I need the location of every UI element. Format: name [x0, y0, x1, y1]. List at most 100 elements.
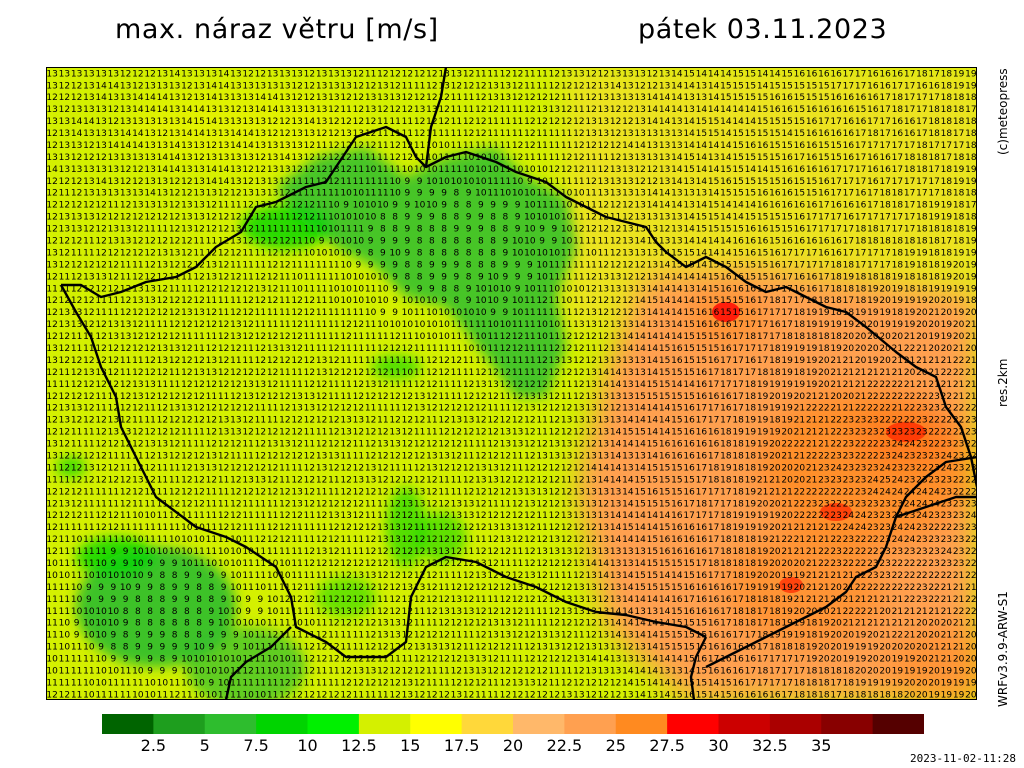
grid-value: 12	[463, 380, 474, 390]
grid-value: 12	[255, 368, 266, 378]
grid-value: 14	[634, 404, 646, 414]
grid-value: 9	[356, 260, 362, 270]
grid-value: 20	[953, 320, 965, 330]
grid-value: 19	[781, 356, 793, 366]
grid-value: 12	[512, 475, 523, 485]
grid-value: 12	[524, 440, 535, 450]
grid-value: 10	[353, 237, 365, 247]
grid-value: 23	[928, 511, 939, 521]
grid-value: 14	[708, 93, 720, 103]
grid-value: 8	[392, 213, 398, 223]
grid-value: 11	[291, 249, 302, 259]
grid-value: 9	[184, 571, 190, 581]
grid-value: 12	[157, 284, 168, 294]
grid-value: 17	[916, 105, 927, 115]
grid-value: 17	[892, 213, 903, 223]
grid-value: 19	[757, 452, 769, 462]
grid-value: 12	[573, 392, 584, 402]
grid-value: 18	[843, 690, 855, 700]
grid-value: 16	[769, 272, 781, 282]
grid-value: 23	[941, 559, 952, 569]
grid-value: 12	[144, 463, 155, 473]
grid-value: 13	[708, 153, 719, 163]
grid-value: 13	[157, 117, 168, 127]
grid-value: 11	[353, 153, 364, 163]
grid-value: 15	[757, 249, 768, 259]
grid-value: 12	[353, 141, 364, 151]
grid-value: 21	[928, 356, 939, 366]
grid-value: 12	[279, 129, 290, 139]
grid-value: 12	[475, 643, 486, 653]
grid-value: 12	[573, 165, 584, 175]
grid-value: 12	[279, 404, 290, 414]
grid-value: 13	[598, 117, 609, 127]
grid-value: 12	[536, 440, 547, 450]
grid-value: 22	[843, 607, 854, 617]
grid-value: 12	[365, 452, 376, 462]
grid-value: 12	[316, 129, 327, 139]
grid-value: 12	[561, 631, 572, 641]
grid-value: 18	[830, 272, 842, 282]
grid-value: 11	[83, 440, 94, 450]
grid-value: 11	[291, 237, 302, 247]
grid-value: 12	[242, 165, 253, 175]
grid-value: 12	[451, 463, 462, 473]
grid-value: 8	[209, 595, 215, 605]
grid-value: 13	[585, 452, 596, 462]
grid-value: 12	[402, 93, 413, 103]
grid-value: 12	[304, 547, 315, 557]
grid-value: 10	[242, 643, 254, 653]
grid-value: 12	[108, 260, 119, 270]
grid-value: 11	[487, 141, 498, 151]
grid-value: 12	[181, 368, 192, 378]
grid-value: 16	[671, 452, 683, 462]
grid-value: 13	[255, 129, 266, 139]
grid-value: 12	[353, 511, 364, 521]
grid-value: 11	[353, 631, 364, 641]
grid-value: 18	[757, 631, 769, 641]
grid-value: 14	[71, 117, 83, 127]
grid-value: 15	[732, 296, 743, 306]
grid-value: 12	[549, 463, 560, 473]
grid-value: 11	[500, 392, 511, 402]
grid-value: 11	[414, 308, 425, 318]
grid-value: 12	[71, 81, 82, 91]
grid-value: 13	[120, 320, 131, 330]
grid-value: 11	[291, 225, 302, 235]
grid-value: 13	[659, 153, 670, 163]
grid-value: 12	[193, 452, 204, 462]
grid-value: 13	[242, 105, 253, 115]
grid-value: 18	[965, 141, 977, 151]
grid-value: 23	[879, 571, 890, 581]
grid-value: 16	[745, 141, 757, 151]
grid-value: 17	[855, 153, 866, 163]
grid-value: 11	[451, 368, 462, 378]
grid-value: 22	[928, 440, 939, 450]
grid-value: 12	[193, 475, 204, 485]
grid-value: 10	[426, 153, 438, 163]
grid-value: 12	[573, 452, 584, 462]
grid-value: 21	[904, 380, 915, 390]
grid-value: 12	[108, 356, 119, 366]
grid-value: 14	[622, 511, 634, 521]
grid-value: 13	[500, 81, 511, 91]
grid-value: 18	[965, 153, 977, 163]
grid-value: 17	[904, 225, 915, 235]
grid-value: 12	[622, 201, 633, 211]
colorbar-tick-label: 10	[297, 736, 317, 754]
grid-value: 12	[230, 475, 241, 485]
colorbar-tick-label: 32.5	[752, 736, 788, 754]
grid-value: 17	[879, 129, 890, 139]
grid-value: 12	[46, 690, 57, 700]
grid-value: 13	[622, 356, 633, 366]
grid-value: 17	[953, 141, 964, 151]
grid-value: 21	[904, 607, 915, 617]
grid-value: 12	[365, 440, 376, 450]
grid-value: 13	[120, 225, 131, 235]
grid-value: 19	[757, 463, 769, 473]
grid-value: 17	[757, 320, 768, 330]
grid-value: 19	[867, 284, 879, 294]
grid-value: 9	[86, 595, 92, 605]
grid-value: 12	[573, 667, 584, 677]
grid-value: 12	[622, 643, 633, 653]
